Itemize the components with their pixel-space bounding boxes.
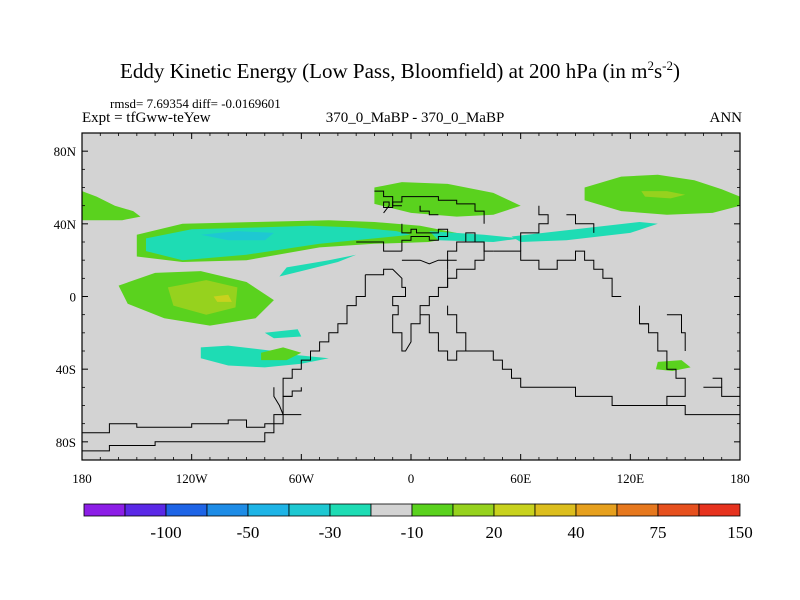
colorbar-swatch — [329, 503, 372, 517]
coastline-segment — [365, 268, 449, 352]
coastline-segment — [639, 305, 686, 406]
colorbar-swatch — [575, 503, 618, 517]
colorbar-swatch — [493, 503, 536, 517]
season-label: ANN — [709, 110, 743, 126]
colorbar-swatch — [83, 503, 126, 517]
y-tick-label: 80S — [56, 435, 76, 450]
contour-regions — [82, 174, 740, 371]
colorbar-label: -10 — [401, 523, 424, 542]
contour-region-npac-jet-core — [200, 231, 274, 241]
coastline-segment — [82, 387, 302, 452]
coastline-segment — [374, 190, 402, 207]
colorbar-swatch — [657, 503, 700, 517]
colorbar-swatch — [411, 503, 454, 517]
chart-title: Eddy Kinetic Energy (Low Pass, Bloomfiel… — [120, 58, 680, 83]
rmsd-diff-stats: rmsd= 7.69354 diff= -0.0169601 — [110, 96, 281, 111]
x-tick-label: 60E — [510, 471, 531, 486]
contour-region-europe-green — [374, 182, 521, 217]
coastline-segment — [666, 314, 686, 351]
axis-ticks: 180 120W 60W 0 60E 120E 180 80N 40N 0 40S 80S — [54, 133, 750, 486]
coastline-segment — [712, 377, 723, 388]
coastline-segment — [520, 205, 549, 252]
x-tick-label: 120E — [617, 471, 645, 486]
y-tick-label: 80N — [54, 144, 77, 159]
colorbar-swatch — [288, 503, 331, 517]
colorbar-swatch — [165, 503, 208, 517]
coastline-segment — [401, 259, 457, 265]
x-tick-label: 0 — [408, 471, 415, 486]
colorbar: -100 -50 -30 -10 20 40 75 150 — [83, 503, 753, 542]
colorbar-swatch — [452, 503, 495, 517]
coastline-segment — [419, 205, 439, 216]
contour-region-aus-green — [655, 360, 691, 371]
coastline-segment — [703, 386, 740, 397]
coastline-segment — [566, 214, 595, 233]
colorbar-label: 150 — [727, 523, 753, 542]
contour-region-atl-cyan — [279, 254, 357, 277]
colorbar-swatch — [616, 503, 659, 517]
colorbar-swatch — [206, 503, 249, 517]
coastlines — [82, 190, 740, 452]
contour-region-asia-cyan — [511, 222, 658, 242]
coastline-segment — [493, 250, 622, 297]
y-tick-label: 40S — [56, 362, 76, 377]
x-tick-label: 60W — [289, 471, 315, 486]
contour-region-trop-yellow — [167, 280, 238, 315]
coastline-segment — [282, 274, 366, 397]
coastline-segment — [420, 305, 467, 361]
colorbar-swatch — [247, 503, 290, 517]
coastline-segment — [401, 223, 449, 252]
coastline-segment — [465, 241, 494, 252]
x-tick-label: 180 — [72, 471, 92, 486]
colorbar-label: 75 — [650, 523, 667, 542]
experiment-label: Expt = tfGww-teYew — [82, 110, 211, 126]
contour-region-siberia-yellow — [641, 191, 686, 199]
colorbar-label: -100 — [150, 523, 181, 542]
contour-region-na-jet-green — [82, 191, 141, 221]
coastline-segment — [356, 241, 402, 252]
colorbar-label: -50 — [237, 523, 260, 542]
contour-region-trop-core — [213, 294, 232, 302]
x-tick-label: 120W — [176, 471, 209, 486]
y-tick-label: 0 — [70, 290, 77, 305]
x-tick-label: 180 — [730, 471, 750, 486]
case-label: 370_0_MaBP - 370_0_MaBP — [325, 110, 505, 126]
colorbar-label: 40 — [568, 523, 585, 542]
colorbar-swatch — [534, 503, 577, 517]
colorbar-label: 20 — [486, 523, 503, 542]
contour-region-sh-green — [261, 347, 302, 361]
colorbar-swatch — [698, 503, 741, 517]
coastline-segment — [273, 387, 284, 415]
colorbar-label: -30 — [319, 523, 342, 542]
colorbar-swatch — [370, 503, 413, 517]
y-tick-label: 40N — [54, 217, 77, 232]
contour-region-small-cyan — [264, 329, 302, 339]
colorbar-swatch — [124, 503, 167, 517]
coastline-segment — [383, 196, 485, 224]
